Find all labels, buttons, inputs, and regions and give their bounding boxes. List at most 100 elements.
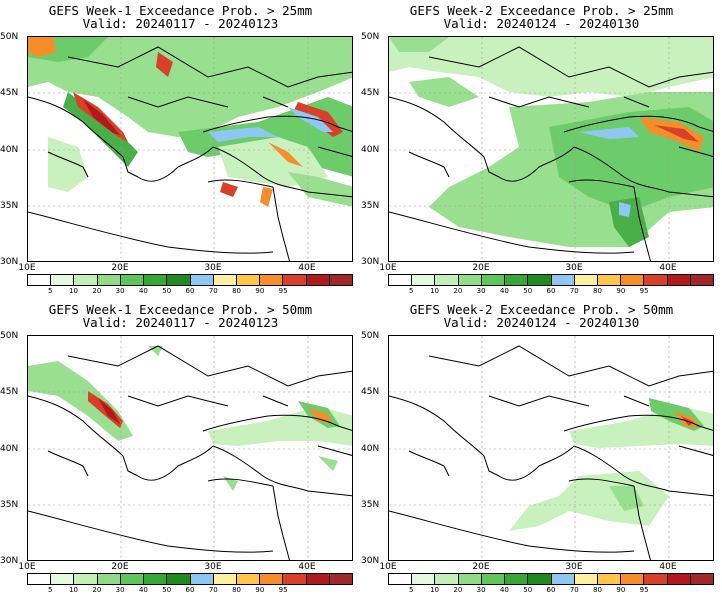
colorbar-swatch: [97, 275, 121, 285]
colorbar-swatch: [236, 275, 261, 285]
colorbar-swatch: [190, 275, 214, 285]
colorbar-swatch: [412, 275, 436, 285]
colorbar-swatch: [389, 275, 413, 285]
colorbar-label: 50: [523, 287, 533, 295]
colorbar-swatch: [644, 574, 668, 584]
panel-title: GEFS Week-2 Exceedance Prob. > 50mm: [409, 302, 674, 317]
colorbar-swatch: [329, 275, 353, 285]
lon-label-40e: 40E: [659, 263, 677, 273]
probability-map: [388, 36, 714, 262]
lat-label-30n: 30N: [0, 257, 19, 267]
colorbar-swatch: [574, 574, 598, 584]
colorbar-swatch: [690, 574, 714, 584]
lat-label-35n: 35N: [0, 500, 19, 510]
colorbar-label: 20: [453, 287, 463, 295]
panel-week2-25mm: GEFS Week-2 Exceedance Prob. > 25mm Vali…: [361, 0, 722, 299]
colorbar-swatch: [574, 275, 598, 285]
colorbar: [27, 573, 353, 585]
colorbar-label: 90: [616, 586, 626, 594]
colorbar-swatch: [283, 275, 307, 285]
lon-label-30e: 30E: [204, 263, 222, 273]
panel-week1-50mm: GEFS Week-1 Exceedance Prob. > 50mm Vali…: [0, 299, 361, 598]
colorbar-swatch: [213, 574, 237, 584]
lon-label-30e: 30E: [565, 263, 583, 273]
colorbar-label: 40: [138, 586, 148, 594]
panel-title: GEFS Week-1 Exceedance Prob. > 50mm: [48, 302, 313, 317]
panel-week1-25mm: GEFS Week-1 Exceedance Prob. > 25mm Vali…: [0, 0, 361, 299]
colorbar-label: 90: [616, 287, 626, 295]
colorbar-swatch: [597, 275, 622, 285]
colorbar-label: 40: [138, 287, 148, 295]
colorbar-swatch: [505, 275, 529, 285]
colorbar-swatch: [306, 574, 330, 584]
colorbar-swatch: [144, 275, 168, 285]
colorbar-swatch: [481, 574, 506, 584]
panel-valid-dates: Valid: 20240124 - 20240130: [443, 16, 640, 31]
colorbar-label: 30: [115, 287, 125, 295]
colorbar-swatch: [144, 574, 168, 584]
colorbar-label: 50: [162, 287, 172, 295]
colorbar-label: 95: [639, 287, 649, 295]
colorbar-label: 5: [409, 586, 414, 594]
lon-label-30e: 30E: [565, 562, 583, 572]
lon-label-40e: 40E: [298, 562, 316, 572]
colorbar-label: 50: [162, 586, 172, 594]
colorbar-swatch: [528, 275, 552, 285]
lon-label-10e: 10E: [379, 263, 397, 273]
colorbar-label: 95: [278, 287, 288, 295]
colorbar-label: 10: [430, 586, 440, 594]
colorbar-label: 5: [48, 586, 53, 594]
lat-label-40n: 40N: [0, 145, 19, 155]
colorbar-swatch: [74, 574, 98, 584]
lat-label-40n: 40N: [0, 444, 19, 454]
colorbar-swatch: [412, 574, 436, 584]
colorbar-swatch: [120, 574, 145, 584]
lat-label-45n: 45N: [0, 88, 19, 98]
colorbar-label: 80: [593, 586, 603, 594]
lat-label-35n: 35N: [361, 201, 380, 211]
colorbar-swatch: [167, 574, 191, 584]
lat-label-40n: 40N: [361, 145, 380, 155]
colorbar-swatch: [621, 275, 645, 285]
probability-map: [388, 335, 714, 561]
colorbar-swatch: [306, 275, 330, 285]
colorbar-label: 40: [499, 586, 509, 594]
colorbar-swatch: [260, 275, 284, 285]
lon-label-30e: 30E: [204, 562, 222, 572]
panel-title: GEFS Week-2 Exceedance Prob. > 25mm: [409, 3, 674, 18]
lat-label-50n: 50N: [0, 32, 19, 42]
colorbar-swatch: [621, 574, 645, 584]
colorbar-swatch: [667, 275, 691, 285]
colorbar-label: 70: [569, 586, 579, 594]
panel-valid-dates: Valid: 20240117 - 20240123: [82, 315, 279, 330]
colorbar-swatch: [120, 275, 145, 285]
colorbar: [388, 274, 714, 286]
colorbar-label: 70: [569, 287, 579, 295]
colorbar-label: 70: [208, 287, 218, 295]
panel-valid-dates: Valid: 20240117 - 20240123: [82, 16, 279, 31]
colorbar-label: 30: [476, 586, 486, 594]
lon-label-20e: 20E: [472, 562, 490, 572]
panel-week2-50mm: GEFS Week-2 Exceedance Prob. > 50mm Vali…: [361, 299, 722, 598]
lat-label-50n: 50N: [361, 32, 380, 42]
probability-map: [27, 36, 353, 262]
panel-valid-dates: Valid: 20240124 - 20240130: [443, 315, 640, 330]
colorbar-label: 70: [208, 586, 218, 594]
colorbar-swatch: [74, 275, 98, 285]
colorbar-swatch: [667, 574, 691, 584]
colorbar-swatch: [51, 275, 75, 285]
colorbar-swatch: [260, 574, 284, 584]
colorbar-label: 80: [232, 586, 242, 594]
lon-label-20e: 20E: [111, 263, 129, 273]
colorbar-label: 60: [546, 287, 556, 295]
colorbar-swatch: [458, 275, 482, 285]
colorbar-label: 80: [232, 287, 242, 295]
colorbar-swatch: [458, 574, 482, 584]
colorbar-label: 60: [185, 287, 195, 295]
colorbar-swatch: [283, 574, 307, 584]
lat-label-35n: 35N: [361, 500, 380, 510]
colorbar-swatch: [435, 275, 459, 285]
colorbar-label: 40: [499, 287, 509, 295]
colorbar-label: 95: [639, 586, 649, 594]
colorbar: [27, 274, 353, 286]
